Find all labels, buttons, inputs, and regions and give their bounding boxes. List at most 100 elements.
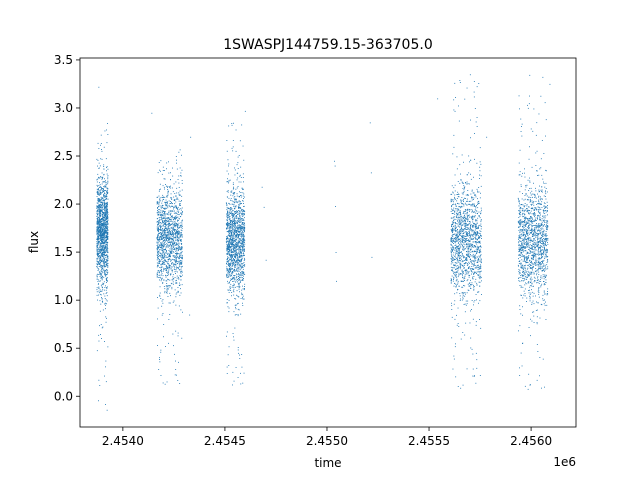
data-point bbox=[97, 206, 98, 207]
data-point bbox=[106, 228, 107, 229]
data-point bbox=[239, 284, 240, 285]
data-point bbox=[103, 233, 104, 234]
data-point bbox=[97, 252, 98, 253]
data-point bbox=[97, 185, 98, 186]
data-point bbox=[451, 225, 452, 226]
data-point bbox=[454, 197, 455, 198]
data-point bbox=[159, 233, 160, 234]
data-point bbox=[106, 239, 107, 240]
data-point bbox=[240, 213, 241, 214]
data-point bbox=[244, 220, 245, 221]
data-point bbox=[455, 229, 456, 230]
data-point bbox=[171, 251, 172, 252]
data-point bbox=[169, 186, 170, 187]
data-point bbox=[234, 252, 235, 253]
data-point bbox=[169, 218, 170, 219]
data-point bbox=[241, 235, 242, 236]
data-point bbox=[163, 246, 164, 247]
data-point bbox=[174, 223, 175, 224]
data-point bbox=[230, 244, 231, 245]
data-point bbox=[231, 295, 232, 296]
data-point bbox=[167, 237, 168, 238]
data-point bbox=[177, 253, 178, 254]
data-point bbox=[173, 209, 174, 210]
data-point bbox=[158, 369, 159, 370]
data-point bbox=[159, 249, 160, 250]
data-point bbox=[244, 266, 245, 267]
data-point bbox=[158, 254, 159, 255]
data-point bbox=[100, 186, 101, 187]
data-point bbox=[107, 238, 108, 239]
data-point bbox=[170, 268, 171, 269]
data-point bbox=[99, 219, 100, 220]
data-point bbox=[167, 234, 168, 235]
data-point bbox=[233, 201, 234, 202]
data-point bbox=[226, 266, 227, 267]
data-point bbox=[176, 259, 177, 260]
data-point bbox=[163, 251, 164, 252]
data-point bbox=[102, 267, 103, 268]
data-point bbox=[453, 135, 454, 136]
data-point bbox=[173, 302, 174, 303]
data-point bbox=[106, 210, 107, 211]
data-point bbox=[234, 340, 235, 341]
data-point bbox=[161, 217, 162, 218]
data-point bbox=[170, 188, 171, 189]
data-point bbox=[108, 217, 109, 218]
data-point bbox=[157, 249, 158, 250]
data-point bbox=[226, 242, 227, 243]
data-point bbox=[481, 262, 482, 263]
data-point bbox=[176, 196, 177, 197]
data-point bbox=[106, 274, 107, 275]
data-point bbox=[240, 231, 241, 232]
data-point bbox=[162, 174, 163, 175]
data-point bbox=[160, 189, 161, 190]
data-point bbox=[106, 279, 107, 280]
data-point bbox=[244, 211, 245, 212]
data-point bbox=[235, 199, 236, 200]
data-point bbox=[230, 286, 231, 287]
data-point bbox=[157, 345, 158, 346]
data-point bbox=[480, 221, 481, 222]
data-point bbox=[164, 229, 165, 230]
data-point bbox=[465, 304, 466, 305]
data-point bbox=[102, 211, 103, 212]
data-point bbox=[107, 239, 108, 240]
data-point bbox=[163, 279, 164, 280]
data-point bbox=[167, 203, 168, 204]
data-point bbox=[98, 263, 99, 264]
data-point bbox=[99, 266, 100, 267]
data-point bbox=[157, 266, 158, 267]
data-point bbox=[98, 335, 99, 336]
data-point bbox=[174, 193, 175, 194]
data-point bbox=[451, 209, 452, 210]
data-point bbox=[244, 289, 245, 290]
data-point bbox=[100, 266, 101, 267]
data-point bbox=[157, 273, 158, 274]
data-point bbox=[160, 226, 161, 227]
data-point bbox=[231, 191, 232, 192]
data-point bbox=[233, 206, 234, 207]
data-point bbox=[451, 337, 452, 338]
data-point bbox=[176, 247, 177, 248]
data-point bbox=[243, 194, 244, 195]
data-point bbox=[168, 274, 169, 275]
data-point bbox=[167, 262, 168, 263]
data-point bbox=[244, 274, 245, 275]
data-point bbox=[231, 191, 232, 192]
data-point bbox=[103, 213, 104, 214]
data-point bbox=[97, 277, 98, 278]
data-point bbox=[468, 262, 469, 263]
data-point bbox=[235, 223, 236, 224]
data-point bbox=[162, 197, 163, 198]
data-point bbox=[100, 176, 101, 177]
data-point bbox=[244, 299, 245, 300]
data-point bbox=[105, 316, 106, 317]
data-point bbox=[462, 271, 463, 272]
data-point bbox=[166, 186, 167, 187]
data-point bbox=[179, 195, 180, 196]
data-point bbox=[97, 234, 98, 235]
data-point bbox=[100, 300, 101, 301]
data-point bbox=[174, 260, 175, 261]
data-point bbox=[159, 244, 160, 245]
